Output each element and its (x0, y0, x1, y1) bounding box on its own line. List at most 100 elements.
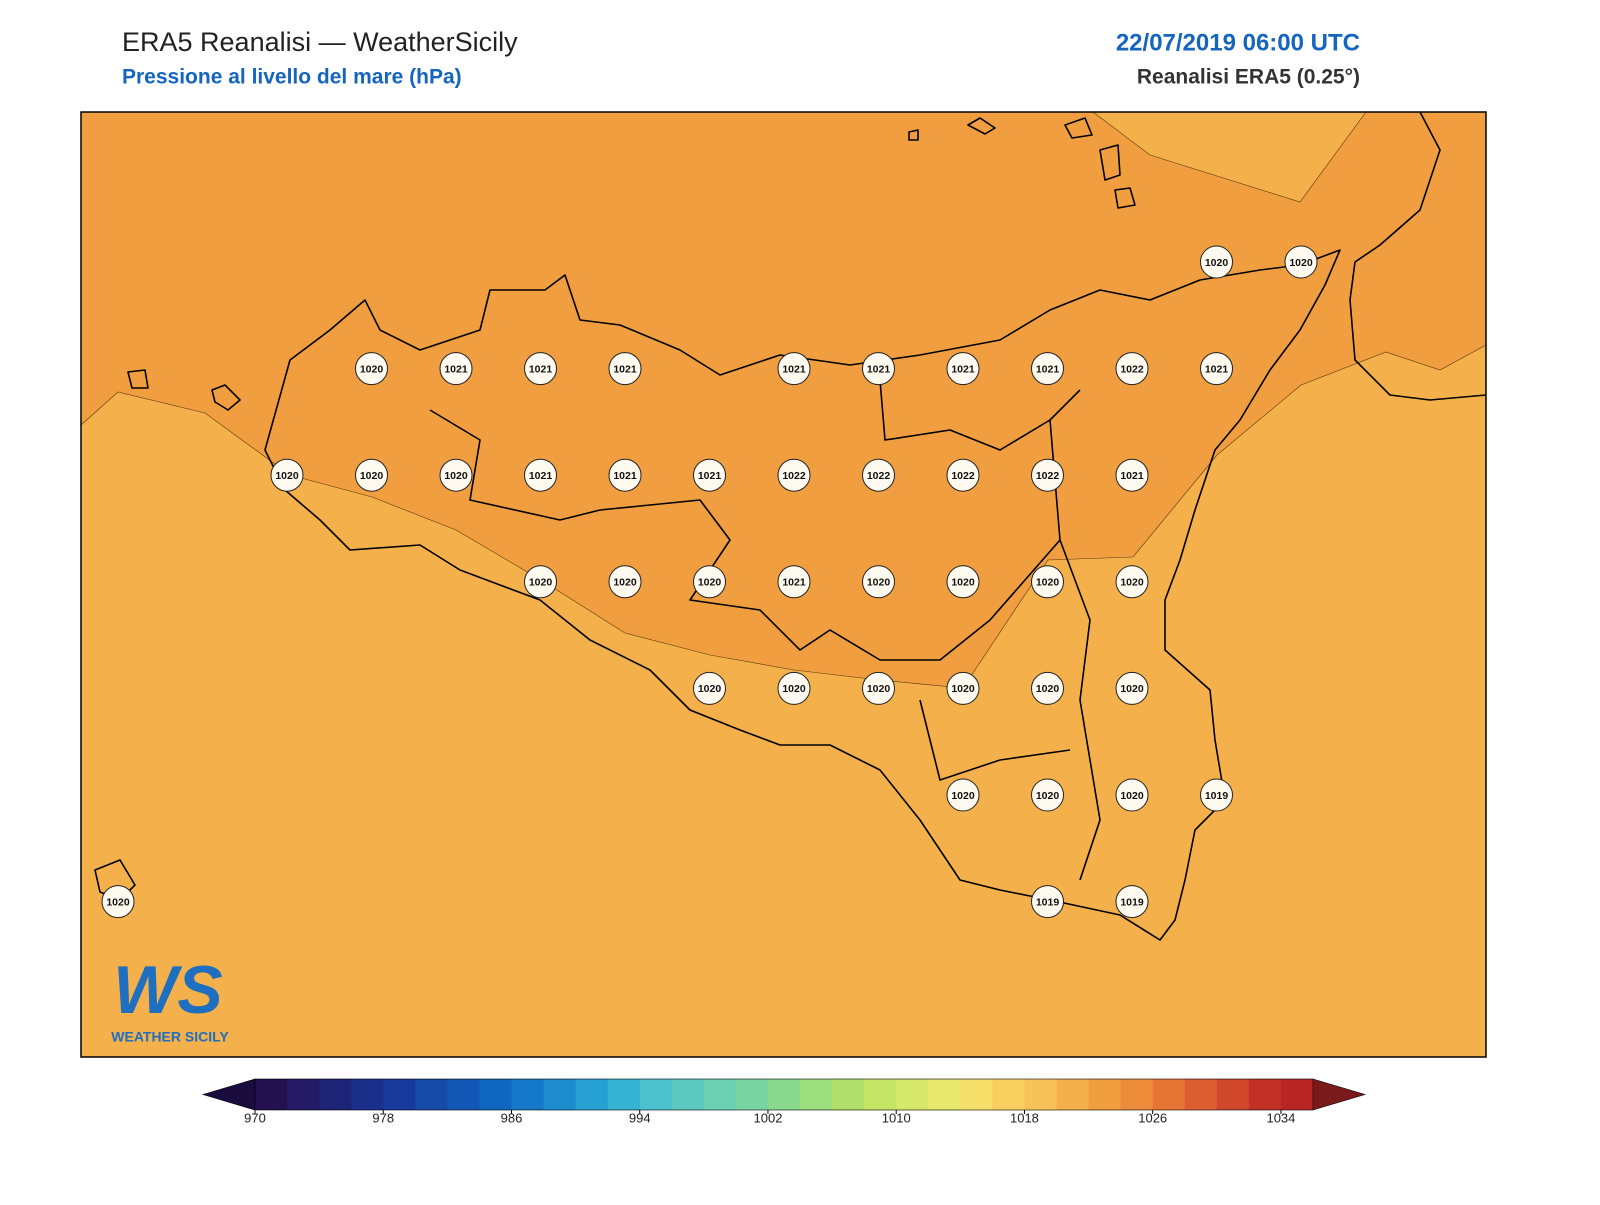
station-marker (439, 352, 473, 386)
station-value: 1020 (698, 683, 722, 695)
colorbar-segment (511, 1079, 545, 1110)
station-value: 1020 (698, 577, 722, 589)
colorbar-segment (735, 1079, 769, 1110)
station-value: 1021 (444, 363, 468, 375)
colorbar-segment (351, 1079, 384, 1110)
colorbar-segment (447, 1079, 480, 1110)
station-marker (1115, 458, 1149, 492)
station-marker (693, 565, 726, 599)
station-marker (270, 458, 304, 492)
station-value: 1021 (613, 470, 637, 482)
station-marker (1031, 778, 1064, 812)
station-value: 1020 (782, 683, 806, 695)
station-value: 1020 (529, 577, 553, 589)
colorbar-segment (287, 1079, 320, 1110)
colorbar-segment (703, 1079, 737, 1110)
station-value: 1020 (1205, 257, 1229, 269)
station-value: 1021 (613, 363, 637, 375)
station-marker (862, 671, 895, 705)
station-value: 1021 (529, 470, 553, 482)
station-marker (777, 565, 811, 599)
station-value: 1021 (867, 363, 891, 375)
station-marker (1031, 352, 1064, 386)
colorbar-tick-label: 986 (501, 1110, 523, 1125)
station-value: 1020 (1120, 683, 1144, 695)
station-marker (1200, 245, 1233, 279)
station-marker (1115, 885, 1149, 919)
station-marker (946, 352, 980, 386)
colorbar-segment (383, 1079, 416, 1110)
title: ERA5 Reanalisi — WeatherSicily (122, 27, 518, 57)
station-marker (1200, 352, 1233, 386)
station-value: 1022 (782, 470, 806, 482)
colorbar-tick-label: 1018 (1010, 1110, 1039, 1125)
station-marker (1115, 671, 1149, 705)
station-value: 1020 (1036, 790, 1060, 802)
colorbar-tick-label: 994 (629, 1110, 651, 1125)
station-marker (1115, 778, 1149, 812)
station-value: 1021 (1205, 363, 1229, 375)
station-marker (608, 458, 642, 492)
station-value: 1021 (1120, 470, 1144, 482)
colorbar-segment (1024, 1079, 1058, 1110)
station-value: 1019 (1120, 896, 1144, 908)
station-value: 1020 (951, 790, 975, 802)
station-marker (862, 565, 895, 599)
map-frame (80, 111, 1487, 1058)
station-value: 1020 (360, 470, 384, 482)
station-value: 1022 (867, 470, 891, 482)
station-value: 1020 (1120, 790, 1144, 802)
station-value: 1020 (867, 577, 891, 589)
colorbar-segment (671, 1079, 705, 1110)
colorbar-segment (319, 1079, 352, 1110)
colorbar-segment (1152, 1079, 1186, 1110)
station-value: 1021 (782, 577, 806, 589)
calabria-coast (1349, 111, 1487, 401)
colorbar-segment (1248, 1079, 1282, 1110)
station-value: 1020 (1120, 577, 1144, 589)
station-marker (524, 458, 557, 492)
station-value: 1022 (951, 470, 975, 482)
station-marker (1031, 458, 1064, 492)
colorbar-segment (1120, 1079, 1154, 1110)
province-borders (429, 379, 1101, 881)
station-marker (777, 671, 811, 705)
station-marker (1031, 565, 1064, 599)
station-marker (946, 458, 980, 492)
station-value: 1020 (613, 577, 637, 589)
colorbar-segment (255, 1079, 288, 1110)
colorbar-extend-low (201, 1078, 256, 1111)
colorbar-segment (639, 1079, 673, 1110)
station-marker (777, 458, 811, 492)
station-value: 1019 (1205, 790, 1229, 802)
logo-mark: WS (113, 952, 223, 1028)
station-value: 1021 (1036, 363, 1060, 375)
station-marker (777, 352, 811, 386)
station-marker (946, 778, 980, 812)
station-value: 1020 (1036, 577, 1060, 589)
station-value: 1022 (1120, 363, 1144, 375)
station-marker (608, 565, 642, 599)
colorbar-segment (1280, 1079, 1314, 1110)
colorbar-segment (1216, 1079, 1250, 1110)
station-marker (439, 458, 473, 492)
station-marker (1200, 778, 1233, 812)
station-marker (1115, 352, 1149, 386)
colorbar-segment (896, 1079, 929, 1110)
station-marker (524, 565, 557, 599)
colorbar-segment (832, 1079, 865, 1110)
station-marker (101, 885, 135, 919)
colorbar-segment (992, 1079, 1025, 1110)
station-marker (1031, 885, 1064, 919)
islands (94, 117, 1136, 901)
station-marker (693, 458, 726, 492)
station-value: 1021 (698, 470, 722, 482)
station-marker (946, 565, 980, 599)
station-marker (355, 352, 388, 386)
colorbar-segment (864, 1079, 897, 1110)
station-marker (1284, 245, 1318, 279)
colorbar-extend-high (1312, 1078, 1367, 1111)
station-value: 1020 (951, 683, 975, 695)
colorbar-segment (607, 1079, 641, 1110)
